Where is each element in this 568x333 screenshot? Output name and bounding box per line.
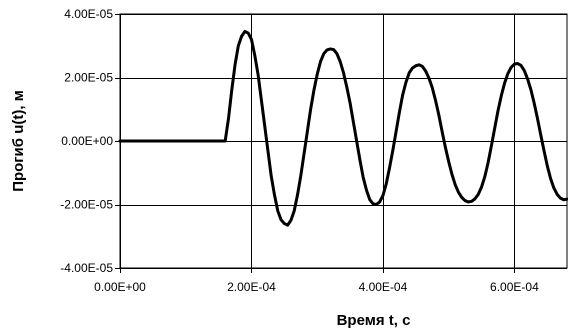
y-tick-label: -4.00E-05 [60, 261, 113, 275]
deflection-series-line [120, 31, 567, 225]
x-tick-label: 4.00E-04 [359, 280, 408, 294]
y-tick-label: 0.00E+00 [61, 134, 113, 148]
x-tick-label: 0.00E+00 [94, 280, 146, 294]
x-axis-title: Время t, c [337, 312, 411, 329]
series-layer [120, 31, 567, 225]
y-tick-label: 4.00E-05 [64, 7, 113, 21]
x-tick-label: 6.00E-04 [490, 280, 539, 294]
y-axis-ticks: 4.00E-05 2.00E-05 0.00E+00 -2.00E-05 -4.00E-… [60, 7, 120, 275]
y-tick-label: 2.00E-05 [64, 71, 113, 85]
y-tick-label: -2.00E-05 [60, 198, 113, 212]
x-axis-ticks: 0.00E+00 2.00E-04 4.00E-04 6.00E-04 [94, 268, 539, 294]
y-axis-title: Прогиб u(t), м [10, 90, 27, 192]
x-tick-label: 2.00E-04 [227, 280, 276, 294]
